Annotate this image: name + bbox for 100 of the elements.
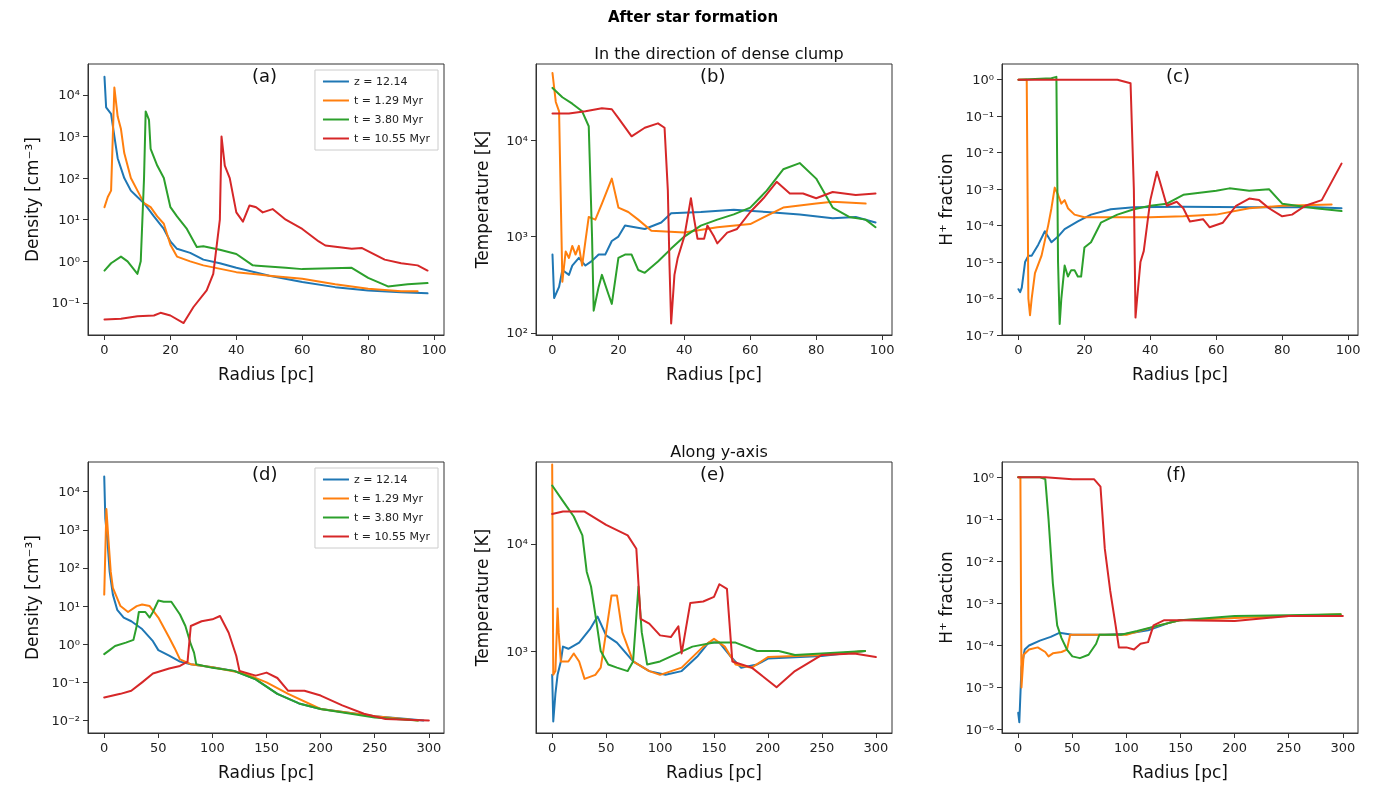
x-tick-label: 300 — [416, 740, 442, 755]
y-tick-label: 10⁻² — [965, 553, 994, 569]
x-tick-label: 80 — [359, 342, 377, 357]
x-tick-label: 40 — [1142, 342, 1159, 357]
chart-subtitle: In the direction of dense clump — [594, 43, 844, 63]
y-tick-label: 10⁻⁵ — [965, 680, 994, 696]
legend-label: t = 10.55 Myr — [353, 530, 431, 543]
y-tick-label: 10¹ — [58, 598, 80, 614]
x-tick-label: 300 — [1330, 740, 1356, 755]
x-tick-label: 50 — [150, 740, 167, 755]
y-tick-label: 10⁻² — [51, 712, 80, 728]
y-tick-label: 10³ — [506, 643, 528, 659]
x-tick-label: 60 — [1207, 342, 1225, 357]
y-tick-label: 10⁻⁶ — [965, 291, 994, 307]
x-tick-label: 250 — [1276, 740, 1302, 755]
legend-label: t = 10.55 Myr — [353, 132, 431, 145]
y-tick-label: 10⁻¹ — [51, 295, 80, 311]
x-tick-label: 100 — [1335, 342, 1361, 357]
x-tick-label: 40 — [228, 342, 245, 357]
x-axis-title: Radius [pc] — [218, 363, 314, 384]
x-tick-label: 80 — [1273, 342, 1291, 357]
x-tick-label: 300 — [863, 740, 889, 755]
line-series — [1017, 205, 1343, 294]
y-tick-label: 10³ — [58, 128, 80, 144]
line-series — [551, 208, 877, 300]
y-axis-title: Temperature [K] — [471, 130, 492, 270]
y-tick-label: 10⁻⁴ — [965, 218, 994, 234]
legend-label: t = 1.29 Myr — [353, 492, 424, 505]
x-tick-label: 150 — [254, 740, 279, 755]
y-tick-label: 10⁻² — [965, 145, 994, 161]
y-tick-label: 10¹ — [58, 212, 80, 228]
x-tick-label: 200 — [755, 740, 781, 755]
y-tick-label: 10² — [58, 560, 80, 576]
x-tick-label: 50 — [1064, 740, 1081, 755]
x-tick-label: 20 — [610, 342, 627, 357]
y-tick-label: 10⁻¹ — [965, 108, 994, 124]
annotation: (c) — [1166, 64, 1190, 86]
x-axis-title: Radius [pc] — [1132, 761, 1228, 782]
x-tick-label: 20 — [1076, 342, 1093, 357]
y-axis-title: H⁺ fraction — [935, 153, 956, 246]
annotation: (d) — [252, 462, 278, 484]
x-tick-label: 0 — [1014, 342, 1023, 357]
legend-label: t = 3.80 Myr — [353, 511, 424, 524]
y-tick-label: 10⁻⁶ — [965, 722, 994, 738]
y-tick-label: 10⁴ — [58, 484, 80, 500]
x-tick-label: 20 — [162, 342, 179, 357]
annotation: (f) — [1166, 462, 1187, 484]
x-tick-label: 200 — [308, 740, 334, 755]
y-tick-label: 10⁰ — [58, 636, 80, 652]
y-tick-label: 10⁻¹ — [51, 674, 80, 690]
y-tick-label: 10³ — [506, 229, 528, 245]
x-tick-label: 0 — [548, 342, 557, 357]
x-tick-label: 100 — [1114, 740, 1139, 755]
y-tick-label: 10⁻³ — [965, 595, 994, 611]
x-tick-label: 150 — [1168, 740, 1193, 755]
x-tick-label: 100 — [421, 342, 447, 357]
x-axis-title: Radius [pc] — [666, 761, 762, 782]
x-tick-label: 0 — [100, 342, 109, 357]
x-tick-label: 0 — [100, 740, 109, 755]
x-tick-label: 0 — [548, 740, 557, 755]
x-tick-label: 100 — [200, 740, 225, 755]
x-tick-label: 100 — [647, 740, 673, 755]
y-tick-label: 10⁴ — [506, 536, 528, 552]
y-tick-label: 10⁻⁵ — [965, 254, 994, 270]
x-tick-label: 250 — [809, 740, 835, 755]
y-tick-label: 10⁻⁷ — [965, 327, 994, 343]
y-tick-label: 10⁰ — [972, 469, 994, 485]
x-tick-label: 100 — [869, 342, 895, 357]
x-tick-label: 60 — [293, 342, 311, 357]
x-tick-label: 80 — [807, 342, 825, 357]
y-tick-label: 10³ — [58, 522, 80, 538]
y-tick-label: 10⁴ — [506, 132, 528, 148]
y-axis-title: H⁺ fraction — [935, 551, 956, 644]
chart-subtitle: Along y-axis — [670, 441, 768, 461]
annotation: (e) — [700, 462, 726, 484]
y-tick-label: 10² — [506, 325, 528, 341]
annotation: (a) — [252, 64, 278, 86]
x-axis-title: Radius [pc] — [666, 363, 762, 384]
y-tick-label: 10⁴ — [58, 87, 80, 103]
y-axis-title: Density [cm⁻³] — [21, 535, 42, 660]
x-axis-title: Radius [pc] — [1132, 363, 1228, 384]
y-tick-label: 10⁻¹ — [965, 511, 994, 527]
x-tick-label: 60 — [741, 342, 759, 357]
line-series — [551, 510, 877, 689]
y-tick-label: 10² — [58, 170, 80, 186]
legend-label: t = 3.80 Myr — [353, 113, 424, 126]
y-tick-label: 10⁻⁴ — [965, 637, 994, 653]
x-tick-label: 150 — [701, 740, 727, 755]
x-tick-label: 0 — [1014, 740, 1023, 755]
legend-label: z = 12.14 — [353, 75, 408, 88]
chart-title: After star formation — [607, 7, 779, 26]
x-tick-label: 40 — [676, 342, 693, 357]
y-tick-label: 10⁰ — [972, 72, 994, 88]
x-axis-title: Radius [pc] — [218, 761, 314, 782]
y-tick-label: 10⁻³ — [965, 181, 994, 197]
legend-label: t = 1.29 Myr — [353, 94, 424, 107]
x-tick-label: 200 — [1222, 740, 1248, 755]
y-tick-label: 10⁰ — [58, 253, 80, 269]
legend-label: z = 12.14 — [353, 473, 408, 486]
x-tick-label: 50 — [597, 740, 615, 755]
